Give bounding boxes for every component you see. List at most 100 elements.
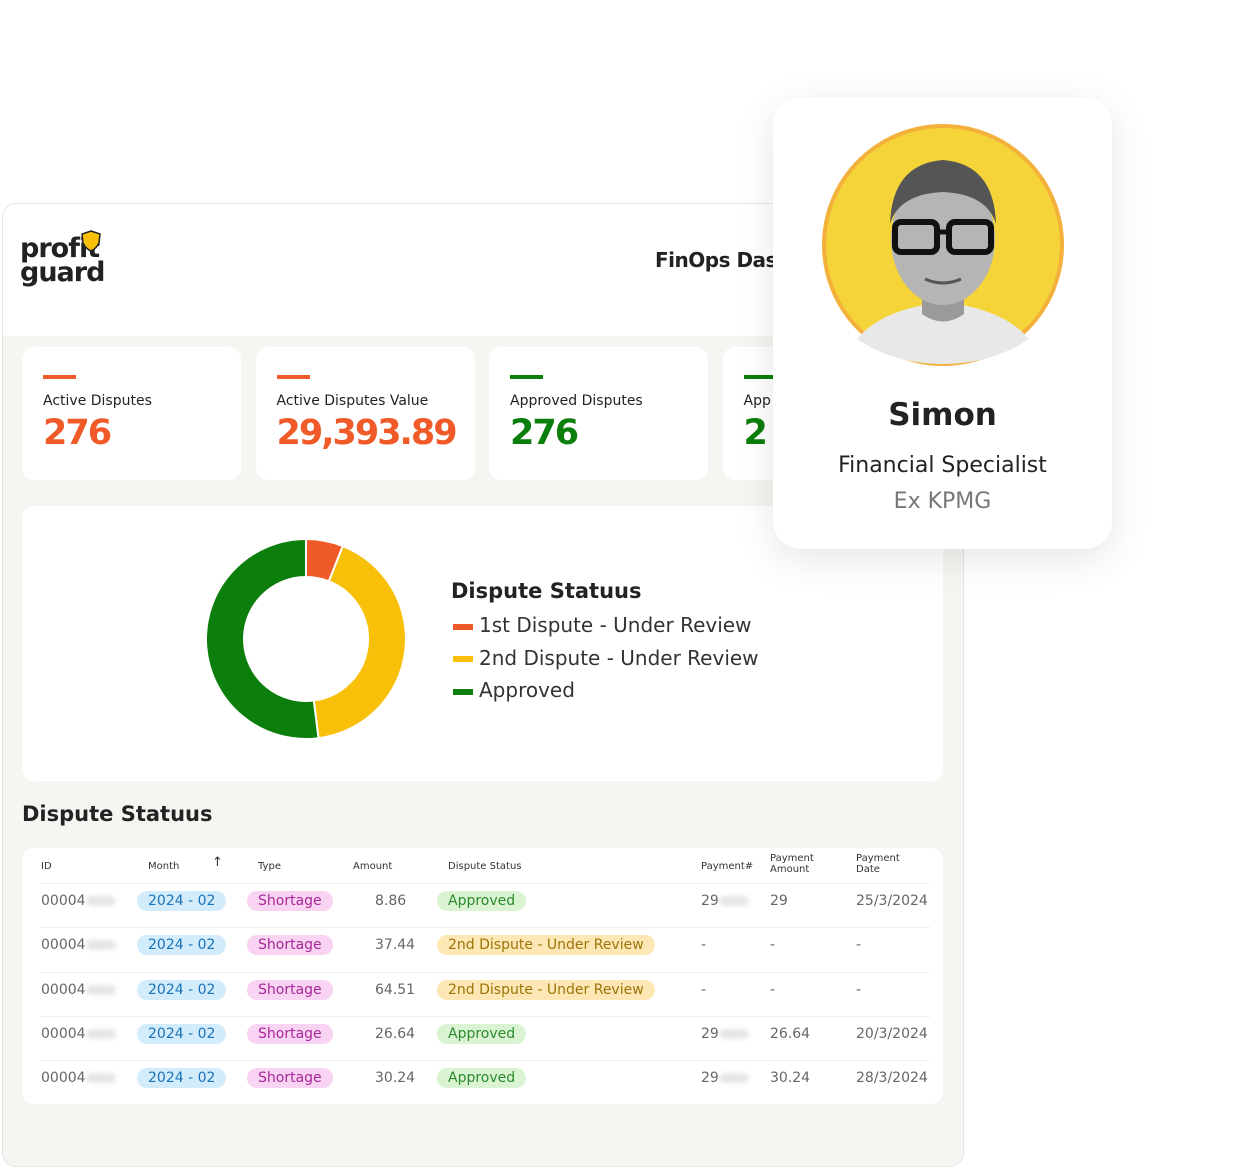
logo-shield <box>81 230 101 252</box>
table-cell: 26.64 <box>770 1026 810 1042</box>
cell-text: 00004 <box>41 1025 86 1042</box>
kpi-label: Active Disputes <box>43 393 152 409</box>
table-cell: Shortage <box>247 979 333 1000</box>
table-cell: 2nd Dispute - Under Review <box>437 979 655 1000</box>
kpi-label: Approved Disputes <box>510 393 643 409</box>
table-cell: - <box>701 937 706 953</box>
table-cell: - <box>770 937 775 953</box>
table-cell: 2024 - 02 <box>137 891 227 911</box>
cell-text: 00004 <box>41 1070 86 1087</box>
table-cell: 37.44 <box>375 937 415 953</box>
chart-panel: Dispute Statuus 1st Dispute - Under Revi… <box>22 506 943 781</box>
cell-text: 00004 <box>41 893 86 909</box>
kpi-accent <box>743 375 777 379</box>
status-pill: 2024 - 02 <box>137 1068 227 1089</box>
row-divider <box>40 1060 930 1062</box>
table-cell: 29 <box>770 893 788 909</box>
redacted <box>85 1073 116 1084</box>
cell-text: 00004 <box>41 937 86 954</box>
row-divider <box>40 971 930 973</box>
table: ID Month ↑ Type Amount Dispute Status Payment#… <box>22 848 943 1104</box>
table-cell: 29 <box>701 893 749 909</box>
logo-line: guard <box>20 257 105 288</box>
table-cell: Approved <box>437 891 527 911</box>
row-divider <box>40 883 930 884</box>
table-cell: 28/3/2024 <box>856 1070 928 1086</box>
kpi-card: Active Disputes 276 <box>22 347 241 480</box>
profile-card: Simon Financial Specialist Ex KPMG <box>773 97 1112 549</box>
column-header: Payment Date <box>856 853 900 875</box>
sort-icon: ↑ <box>212 855 223 870</box>
table-cell: Shortage <box>247 891 333 911</box>
donut-slice <box>205 537 320 740</box>
table-title: Dispute Statuus <box>22 802 213 826</box>
cell-text: - <box>856 937 862 954</box>
status-pill: Shortage <box>247 891 333 911</box>
table-cell: - <box>701 982 706 998</box>
table-cell: 25/3/2024 <box>856 893 928 909</box>
table-cell: - <box>856 982 861 998</box>
table-cell: 30.24 <box>375 1070 415 1086</box>
table-cell: 00004 <box>41 1026 116 1042</box>
column-header: Type <box>258 861 281 872</box>
redacted <box>85 896 116 906</box>
cell-text: 29 <box>701 1070 719 1087</box>
table-cell: 29 <box>701 1026 749 1042</box>
table-cell: - <box>770 982 775 998</box>
kpi-card: Approved Disputes 276 <box>489 347 708 480</box>
legend-label: Approved <box>479 678 575 702</box>
status-pill: Approved <box>437 891 527 911</box>
cell-text: 20/3/2024 <box>856 1025 928 1042</box>
cell-text: - <box>770 981 776 998</box>
cell-text: 00004 <box>41 981 86 998</box>
status-pill: Approved <box>437 1023 527 1044</box>
kpi-value: 276 <box>43 413 112 453</box>
cell-text: 29 <box>701 1025 719 1042</box>
status-pill: Shortage <box>247 935 333 956</box>
legend-item: 2nd Dispute - Under Review <box>453 646 759 670</box>
cell-text: 29 <box>770 893 788 909</box>
kpi-accent <box>43 375 76 379</box>
table-cell: Approved <box>437 1023 527 1044</box>
legend-label: 1st Dispute - Under Review <box>479 613 752 637</box>
table-cell: 26.64 <box>375 1026 415 1042</box>
table-cell: 8.86 <box>375 893 406 909</box>
table-cell: Shortage <box>247 935 333 956</box>
status-pill: 2nd Dispute - Under Review <box>437 979 655 1000</box>
table-cell: 2024 - 02 <box>137 1023 227 1044</box>
table-cell: Approved <box>437 1068 527 1089</box>
legend-swatch <box>453 656 473 662</box>
kpi-label: App <box>743 393 771 409</box>
status-pill: Shortage <box>247 1023 333 1044</box>
table-cell: 29 <box>701 1070 749 1086</box>
legend-item: Approved <box>453 678 575 702</box>
redacted <box>718 1073 749 1084</box>
cell-text: 26.64 <box>770 1025 811 1042</box>
column-header: Month <box>148 861 180 872</box>
cell-text: - <box>701 981 707 998</box>
dashboard-title: FinOps Dash <box>655 248 791 272</box>
table-cell: 20/3/2024 <box>856 1026 928 1042</box>
status-pill: 2024 - 02 <box>137 891 227 911</box>
status-pill: Approved <box>437 1068 527 1089</box>
table-cell: 00004 <box>41 982 116 998</box>
redacted <box>85 940 116 951</box>
cell-text: 28/3/2024 <box>856 1070 928 1087</box>
cell-text: 8.86 <box>375 893 407 909</box>
kpi-accent <box>276 375 310 379</box>
column-header: Payment Amount <box>770 853 814 875</box>
cell-text: 64.51 <box>375 981 416 998</box>
table-cell: 00004 <box>41 1070 116 1086</box>
profile-role: Financial Specialist <box>838 453 1047 478</box>
legend-swatch <box>453 688 473 695</box>
column-header: Payment# <box>701 861 754 872</box>
table-cell: Shortage <box>247 1023 333 1044</box>
table-cell: 2nd Dispute - Under Review <box>437 935 655 956</box>
table-cell: 2024 - 02 <box>137 935 227 956</box>
table-cell: 30.24 <box>770 1070 810 1086</box>
row-divider <box>40 1015 930 1017</box>
redacted <box>718 1028 749 1039</box>
kpi-value: 2 <box>743 413 768 453</box>
table-cell: - <box>856 937 861 953</box>
